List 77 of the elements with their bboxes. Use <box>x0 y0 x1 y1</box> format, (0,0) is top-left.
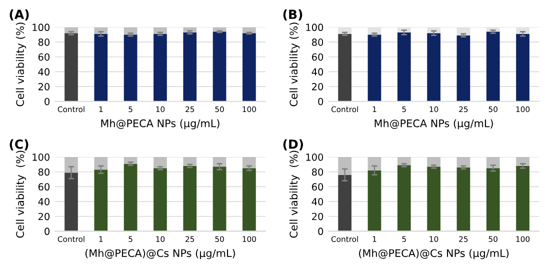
y-tick-label: 60 <box>312 53 324 61</box>
bar <box>486 168 500 232</box>
bar <box>154 157 167 168</box>
y-tick-label: 0 <box>44 98 50 106</box>
y-tick-label: 80 <box>312 38 324 46</box>
bar <box>64 172 78 232</box>
bar <box>212 166 226 232</box>
bar <box>456 157 470 168</box>
bar <box>154 34 167 102</box>
bar <box>427 157 440 167</box>
bar <box>516 34 530 102</box>
bar <box>427 33 440 102</box>
x-axis-title: (Mh@PECA)@Cs NPs (µg/mL) <box>359 249 509 260</box>
chart-title: (B) <box>283 9 302 21</box>
y-tick-label: 100 <box>306 24 324 32</box>
bar <box>456 27 470 36</box>
bar <box>456 35 470 102</box>
bar <box>94 157 108 170</box>
bar <box>124 34 138 102</box>
y-tick-label: 40 <box>312 198 324 206</box>
bar <box>338 34 352 102</box>
y-tick-label: 20 <box>38 212 50 220</box>
y-tick-label: 40 <box>312 68 324 76</box>
bar <box>94 34 108 102</box>
bar <box>516 157 530 166</box>
y-axis-title: Cell viability (%) <box>16 150 26 238</box>
y-tick-label: 40 <box>38 198 50 206</box>
chart-title: (A) <box>10 9 29 21</box>
bar <box>397 165 411 232</box>
x-axis-title: Mh@PECA NPs (µg/mL) <box>374 119 493 130</box>
bar <box>397 32 411 102</box>
bar <box>64 33 78 102</box>
x-axis-title: (Mh@PECA)@Cs NPs (µg/mL) <box>85 249 235 260</box>
y-tick-label: 60 <box>312 183 324 191</box>
x-axis-title: Mh@PECA NPs (µg/mL) <box>101 119 220 130</box>
y-axis-title: Cell viability (%) <box>290 150 300 238</box>
bar <box>368 34 382 102</box>
bar <box>154 168 167 232</box>
bar <box>212 32 226 102</box>
bar <box>242 33 256 102</box>
bar <box>338 157 352 175</box>
bar <box>427 166 440 232</box>
y-tick-label: 80 <box>312 168 324 176</box>
y-tick-label: 20 <box>312 212 324 220</box>
y-tick-label: 20 <box>312 83 324 90</box>
bar <box>183 157 197 166</box>
y-axis-title: Cell viability (%) <box>16 22 26 106</box>
y-tick-label: 40 <box>38 68 50 76</box>
chart-title: (C) <box>10 139 28 150</box>
bar <box>368 170 382 232</box>
y-axis-title: Cell viability (%) <box>290 22 300 106</box>
bar <box>94 170 108 232</box>
y-tick-label: 60 <box>38 183 50 191</box>
y-tick-label: 100 <box>306 153 324 161</box>
chart-title: (D) <box>283 139 303 150</box>
y-tick-label: 20 <box>38 83 50 90</box>
y-tick-label: 60 <box>38 53 50 61</box>
bar <box>368 157 382 170</box>
y-tick-label: 80 <box>38 38 50 46</box>
bar <box>242 157 256 168</box>
y-tick-label: 80 <box>38 168 50 176</box>
bar <box>183 32 197 102</box>
y-tick-label: 100 <box>32 153 50 161</box>
y-tick-label: 100 <box>32 24 50 32</box>
bar <box>516 166 530 232</box>
y-tick-label: 0 <box>318 98 324 106</box>
bar <box>486 157 500 168</box>
y-tick-label: 0 <box>44 228 50 236</box>
bar <box>212 157 226 167</box>
bar <box>456 167 470 232</box>
bar <box>242 168 256 232</box>
bar <box>183 166 197 232</box>
y-tick-label: 0 <box>318 228 324 236</box>
bar <box>64 157 78 173</box>
bar <box>486 32 500 102</box>
bar <box>124 164 138 232</box>
bar <box>338 174 352 232</box>
